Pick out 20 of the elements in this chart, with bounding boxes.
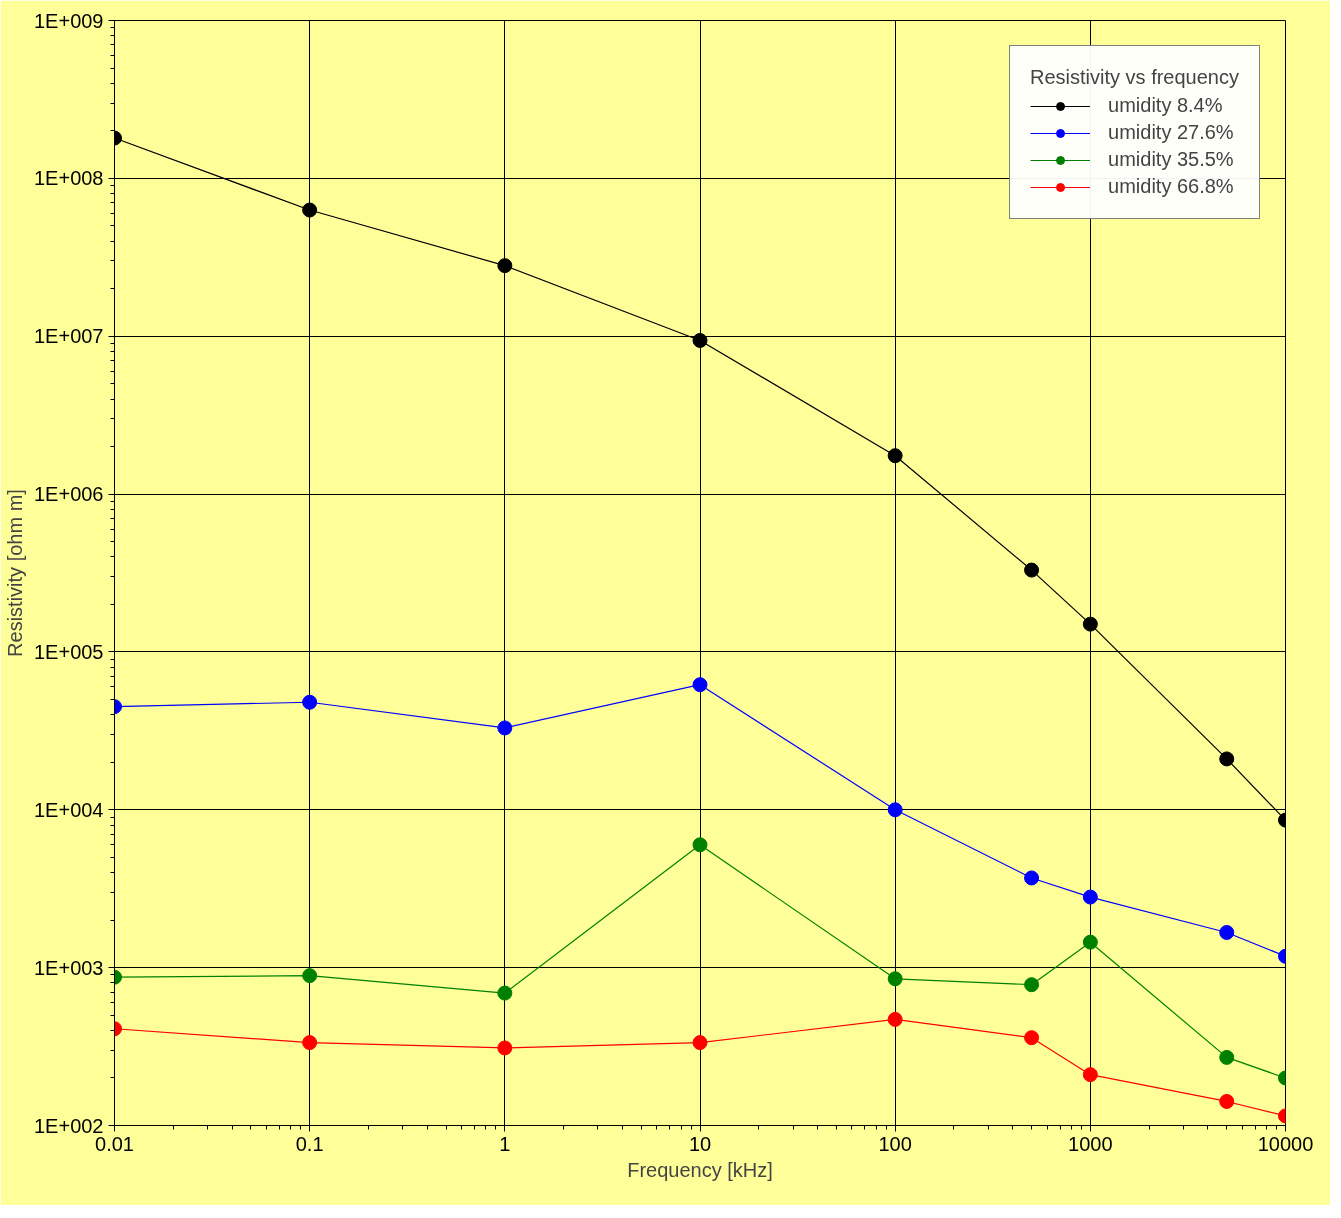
- legend-title: Resistivity vs frequency: [1030, 66, 1239, 89]
- legend-label: umidity 8.4%: [1108, 94, 1223, 117]
- y-tick-label: 1E+005: [33, 640, 104, 663]
- y-tick-label: 1E+008: [33, 167, 104, 190]
- legend-label: umidity 27.6%: [1108, 121, 1234, 144]
- y-tick-label: 1E+004: [33, 798, 104, 821]
- x-tick-label: 10000: [1257, 1132, 1314, 1155]
- x-tick-label: 0.1: [295, 1132, 324, 1155]
- y-axis-title: Resistivity [ohm m]: [3, 489, 26, 657]
- y-tick-label: 1E+003: [33, 956, 104, 979]
- x-tick-label: 100: [878, 1132, 912, 1155]
- y-tick-label: 1E+007: [33, 325, 104, 348]
- x-tick-label: 1000: [1068, 1132, 1113, 1155]
- x-axis-title: Frequency [kHz]: [627, 1158, 773, 1181]
- legend-label: umidity 35.5%: [1108, 148, 1234, 171]
- y-tick-label: 1E+009: [33, 9, 104, 32]
- x-tick-label: 10: [688, 1132, 712, 1155]
- legend-label: umidity 66.8%: [1108, 175, 1234, 198]
- y-tick-label: 1E+006: [33, 483, 104, 506]
- x-tick-label: 1: [499, 1132, 511, 1155]
